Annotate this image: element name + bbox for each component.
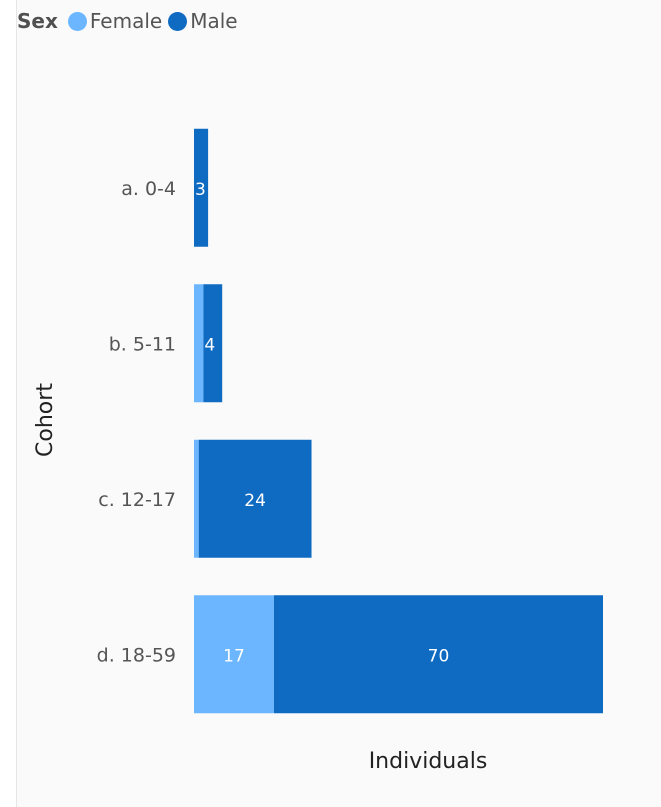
legend-label-male: Male [190, 9, 238, 33]
bar-male-d-18-59[interactable] [273, 595, 603, 714]
y-tick-label-d-18-59: d. 18-59 [97, 644, 176, 666]
y-tick-label-a-0-4: a. 0-4 [121, 178, 176, 200]
legend-item-male[interactable]: Male [168, 9, 238, 33]
legend-label-female: Female [89, 9, 163, 33]
data-label-male-c-12-17: 24 [244, 491, 266, 511]
legend-item-female[interactable]: Female [67, 9, 163, 33]
legend-title: Sex [17, 9, 58, 33]
legend-swatch-female [67, 11, 87, 31]
y-tick-label-b-5-11: b. 5-11 [109, 333, 176, 355]
data-label-male-d-18-59: 70 [428, 646, 450, 666]
bars-group: a. 0-4 3 b. 5-11 4 c. 12-17 24 d. 18-59 17 70 [97, 128, 603, 714]
y-tick-label-c-12-17: c. 12-17 [98, 489, 176, 511]
x-axis-title: Individuals [369, 749, 488, 774]
left-divider [0, 0, 17, 807]
bar-male-c-12-17[interactable] [198, 439, 312, 558]
bar-female-c-12-17[interactable] [194, 439, 199, 558]
data-label-female-d-18-59: 17 [223, 646, 245, 666]
data-label-male-b-5-11: 4 [204, 335, 215, 355]
bar-female-b-5-11[interactable] [194, 284, 204, 403]
y-axis-title: Cohort [33, 383, 58, 457]
bar-male-b-5-11[interactable] [203, 284, 223, 403]
legend-swatch-male [168, 11, 188, 31]
bar-female-d-18-59[interactable] [194, 595, 274, 714]
bar-male-a-0-4[interactable] [194, 128, 209, 247]
legend: Sex Female Male [17, 6, 244, 36]
data-label-male-a-0-4: 3 [195, 180, 206, 200]
